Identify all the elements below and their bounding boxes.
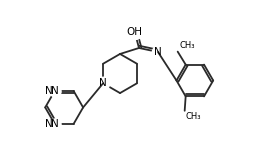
Text: N: N: [51, 86, 59, 96]
Text: N: N: [154, 47, 162, 57]
Text: N: N: [45, 86, 53, 96]
Text: N: N: [99, 78, 107, 88]
Text: CH₃: CH₃: [186, 112, 201, 121]
Text: N: N: [51, 119, 59, 129]
Text: OH: OH: [127, 27, 143, 37]
Text: CH₃: CH₃: [179, 41, 195, 50]
Text: N: N: [45, 119, 53, 129]
